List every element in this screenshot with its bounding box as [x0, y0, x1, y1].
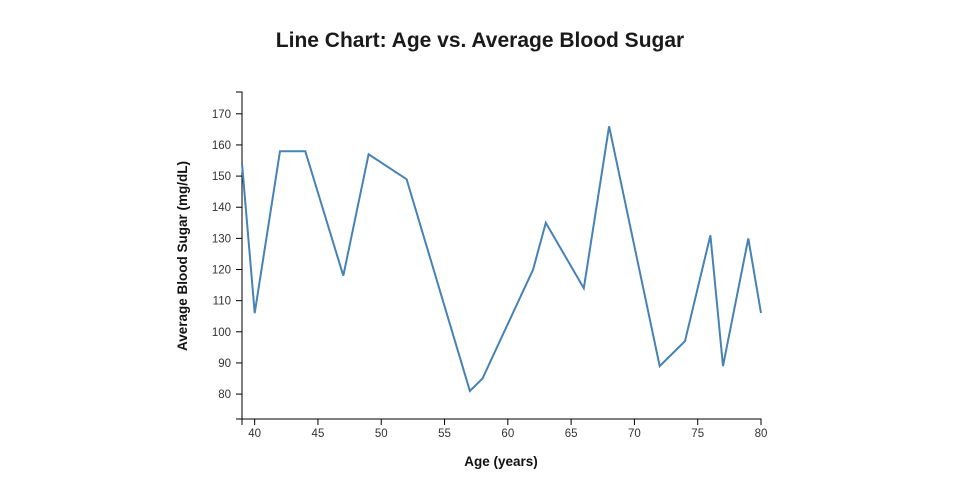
- y-tick-label: 150: [212, 171, 231, 183]
- y-tick-label: 130: [212, 233, 231, 245]
- x-axis-line: [241, 418, 762, 425]
- y-axis-title: Average Blood Sugar (mg/dL): [175, 161, 190, 351]
- x-tick-label: 75: [691, 428, 704, 440]
- y-tick-label: 170: [212, 109, 231, 121]
- x-tick-label: 65: [565, 428, 578, 440]
- y-tick-label: 120: [212, 265, 231, 277]
- y-tick-label: 80: [218, 389, 231, 401]
- y-tick-label: 160: [212, 140, 231, 152]
- x-axis-title: Age (years): [464, 454, 538, 469]
- blood-sugar-line: [241, 126, 762, 393]
- y-tick-label: 100: [212, 327, 231, 339]
- y-axis-line: [236, 91, 243, 420]
- chart-title: Line Chart: Age vs. Average Blood Sugar: [276, 29, 684, 52]
- y-tick-label: 110: [213, 296, 231, 308]
- x-tick-label: 70: [628, 428, 641, 440]
- x-tick-label: 45: [312, 428, 325, 440]
- y-tick-label: 90: [218, 358, 231, 370]
- x-tick-label: 55: [438, 428, 451, 440]
- x-tick-label: 80: [755, 428, 768, 440]
- y-tick-label: 140: [212, 202, 231, 214]
- x-tick-label: 50: [375, 428, 388, 440]
- x-tick-label: 60: [501, 428, 514, 440]
- axes-layer: 40 45 50 55 60 65 70 75 80 80 90 100 110 120 130 140 150…: [212, 91, 768, 440]
- x-tick-label: 40: [248, 428, 261, 440]
